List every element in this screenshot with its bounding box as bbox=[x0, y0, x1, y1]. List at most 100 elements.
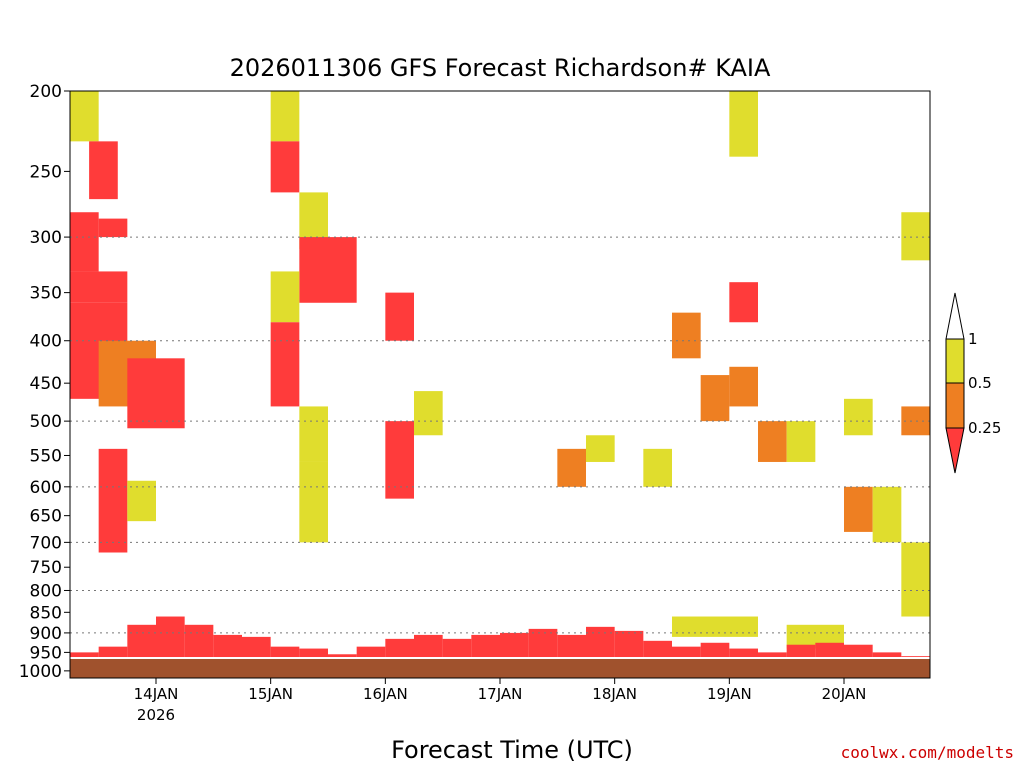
y-tick-label: 950 bbox=[30, 643, 62, 663]
boundary-layer-cell bbox=[184, 624, 214, 659]
ground-layer bbox=[70, 657, 930, 678]
boundary-layer-cell bbox=[729, 648, 758, 659]
y-tick-label: 250 bbox=[30, 162, 62, 182]
ri-cell bbox=[729, 282, 758, 323]
boundary-layer-cell bbox=[500, 632, 529, 659]
boundary-layer-cell bbox=[672, 646, 701, 659]
ri-cell bbox=[844, 486, 873, 532]
plot-area bbox=[69, 90, 931, 679]
colorbar-label: 0.5 bbox=[968, 374, 992, 392]
ri-cell bbox=[844, 398, 873, 436]
boundary-layer-cell bbox=[442, 638, 472, 659]
y-tick-label: 500 bbox=[30, 412, 62, 432]
y-tick-label: 350 bbox=[30, 284, 62, 304]
ri-cell bbox=[127, 358, 185, 429]
ri-cell bbox=[901, 542, 930, 617]
plot-background bbox=[70, 91, 930, 678]
y-tick-label: 400 bbox=[30, 332, 62, 352]
ri-cell bbox=[70, 212, 99, 272]
boundary-layer-cell bbox=[156, 616, 185, 659]
boundary-layer bbox=[70, 616, 930, 659]
ri-cell bbox=[98, 218, 128, 238]
x-tick-label: 18JAN bbox=[592, 685, 637, 703]
colorbar-bottom-arrow bbox=[945, 427, 965, 474]
ri-cell bbox=[758, 421, 787, 462]
boundary-layer-cell bbox=[242, 636, 271, 659]
ri-cell bbox=[729, 91, 758, 157]
boundary-layer-cell bbox=[528, 628, 558, 659]
boundary-layer-cell bbox=[356, 646, 386, 659]
x-axis: 14JAN 2026 15JAN 16JAN 17JAN 18JAN 19JAN 20JAN bbox=[134, 678, 867, 724]
boundary-layer-cell bbox=[299, 648, 328, 659]
colorbar-band-high bbox=[945, 338, 965, 384]
ri-cell bbox=[385, 421, 414, 499]
ri-cell bbox=[872, 486, 902, 543]
ri-cell bbox=[270, 91, 300, 142]
y-tick-label: 600 bbox=[30, 478, 62, 498]
colorbar: 1 0.5 0.25 bbox=[945, 292, 1001, 474]
ri-cell bbox=[786, 421, 816, 462]
ri-cell bbox=[643, 448, 672, 487]
y-tick-label: 700 bbox=[30, 533, 62, 553]
ri-cell bbox=[672, 312, 701, 359]
boundary-layer-cell bbox=[414, 634, 443, 659]
boundary-layer-cell bbox=[758, 652, 787, 659]
y-tick-label: 850 bbox=[30, 603, 62, 623]
boundary-layer-cell bbox=[557, 634, 586, 659]
boundary-layer-cell bbox=[700, 642, 730, 659]
ri-cell bbox=[270, 141, 300, 193]
ri-cell bbox=[299, 406, 328, 462]
ri-cell bbox=[385, 292, 414, 341]
boundary-layer-cell bbox=[270, 646, 300, 659]
ground-fill bbox=[70, 658, 930, 678]
ri-cell bbox=[586, 435, 615, 462]
x-tick-label: 17JAN bbox=[478, 685, 523, 703]
y-tick-label: 200 bbox=[30, 82, 62, 102]
boundary-layer-cell bbox=[471, 634, 500, 659]
x-tick-label: 14JAN bbox=[134, 685, 179, 703]
ri-cell bbox=[557, 448, 586, 487]
ri-cell bbox=[414, 391, 443, 436]
boundary-layer-cell bbox=[872, 652, 902, 659]
ri-cell bbox=[299, 461, 328, 543]
credit-link[interactable]: coolwx.com/modelts bbox=[841, 743, 1014, 762]
x-tick-label: 20JAN bbox=[822, 685, 867, 703]
ri-cell bbox=[672, 616, 758, 637]
ri-cell bbox=[270, 271, 300, 323]
ri-cell bbox=[700, 375, 730, 422]
boundary-layer-cell bbox=[643, 640, 672, 659]
boundary-layer-cell bbox=[844, 644, 873, 659]
boundary-layer-cell bbox=[786, 644, 816, 659]
ri-cell bbox=[89, 141, 118, 200]
ri-cell bbox=[729, 366, 758, 407]
boundary-layer-cell bbox=[586, 626, 615, 659]
ri-cell bbox=[70, 271, 128, 303]
ri-cell bbox=[270, 322, 300, 407]
boundary-layer-cell bbox=[328, 654, 357, 659]
y-tick-label: 750 bbox=[30, 558, 62, 578]
colorbar-band-mid bbox=[945, 382, 965, 429]
ri-cell bbox=[98, 448, 128, 553]
y-tick-label: 550 bbox=[30, 446, 62, 466]
ri-cell bbox=[127, 480, 156, 522]
y-tick-label: 900 bbox=[30, 624, 62, 644]
x-tick-year-label: 2026 bbox=[137, 706, 175, 724]
boundary-layer-cell bbox=[614, 630, 644, 659]
ri-cell bbox=[901, 212, 930, 261]
colorbar-top-arrow bbox=[945, 292, 965, 340]
ri-cell bbox=[70, 91, 99, 142]
y-axis: 200 250 300 350 400 450 500 550 600 650 700 750 8008… bbox=[19, 82, 70, 682]
x-tick-label: 16JAN bbox=[363, 685, 408, 703]
ri-cell bbox=[299, 237, 357, 303]
chart-title: 2026011306 GFS Forecast Richardson# KAIA bbox=[230, 54, 771, 82]
ri-cell bbox=[901, 406, 930, 436]
x-tick-label: 15JAN bbox=[248, 685, 293, 703]
colorbar-label: 1 bbox=[968, 330, 978, 348]
x-tick-label: 19JAN bbox=[707, 685, 752, 703]
boundary-layer-cell bbox=[213, 634, 242, 659]
boundary-layer-cell bbox=[815, 642, 844, 659]
colorbar-label: 0.25 bbox=[968, 419, 1001, 437]
ri-cell bbox=[786, 624, 844, 649]
